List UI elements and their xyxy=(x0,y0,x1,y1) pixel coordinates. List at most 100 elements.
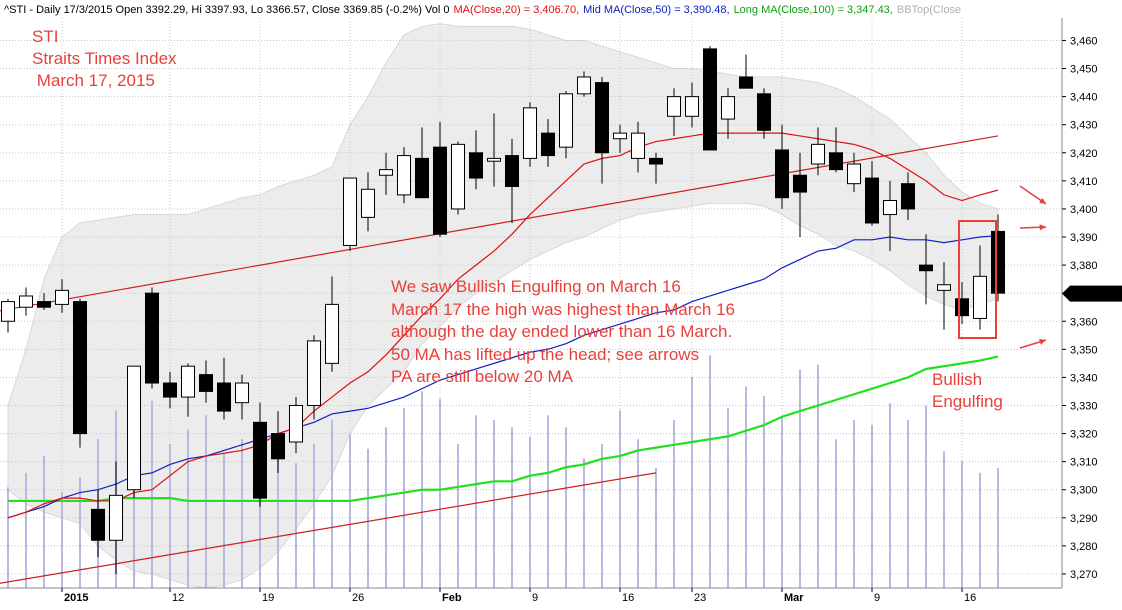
candle-down xyxy=(703,48,717,151)
y-tick-label: 3,390 xyxy=(1070,232,1098,244)
title-line-1: STI xyxy=(32,27,58,46)
x-tick-label: 9 xyxy=(874,592,880,604)
candle-down xyxy=(163,382,177,398)
candle-down xyxy=(955,298,969,317)
candle-up xyxy=(451,143,465,210)
candle-up xyxy=(325,303,339,364)
y-tick-label: 3,300 xyxy=(1070,485,1098,497)
y-tick-label: 3,440 xyxy=(1070,92,1098,104)
y-tick-label: 3,290 xyxy=(1070,513,1098,525)
annotation-marks xyxy=(958,185,1047,349)
y-tick-label: 3,460 xyxy=(1070,35,1098,47)
last-price-label: 3,369.85 xyxy=(1072,289,1115,301)
candle-up xyxy=(397,155,411,196)
chart-header: ^STI - Daily 17/3/2015 Open 3392.29, Hi … xyxy=(4,4,961,16)
candlesticks xyxy=(1,46,1005,574)
candle-down xyxy=(829,152,843,171)
candle-up xyxy=(577,76,591,95)
y-tick-label: 3,270 xyxy=(1070,569,1098,581)
candle-down xyxy=(91,508,105,541)
candle-up xyxy=(109,494,123,541)
trend-arrow-head xyxy=(1039,197,1046,204)
header-bb: BBTop(Close xyxy=(897,4,961,16)
ma100-line xyxy=(8,355,999,503)
trend-arrow-head xyxy=(1039,338,1046,345)
comment-line-2: March 17 the high was highest than March… xyxy=(391,300,735,319)
title-line-3: March 17, 2015 xyxy=(32,71,155,90)
y-tick-label: 3,420 xyxy=(1070,148,1098,160)
candle-up xyxy=(379,169,393,176)
candle-up xyxy=(685,96,699,117)
candle-down xyxy=(649,157,663,165)
candle-down xyxy=(145,292,159,384)
candle-up xyxy=(523,107,537,159)
y-tick-label: 3,280 xyxy=(1070,541,1098,553)
candle-down xyxy=(919,264,933,272)
candle-up xyxy=(631,132,645,159)
x-tick-label: 16 xyxy=(622,592,634,604)
candle-up xyxy=(811,143,825,165)
candle-up xyxy=(883,200,897,216)
candle-down xyxy=(73,301,87,435)
candle-up xyxy=(973,275,987,319)
trendline xyxy=(0,135,999,312)
candle-up xyxy=(847,163,861,185)
comment-line-4: 50 MA has lifted up the head; see arrows xyxy=(391,345,699,364)
candle-up xyxy=(667,96,681,117)
y-tick-label: 3,450 xyxy=(1070,64,1098,76)
candle-down xyxy=(469,152,483,179)
candle-up xyxy=(559,93,573,148)
comment-line-1: We saw Bullish Engulfing on March 16 xyxy=(391,277,681,296)
title-line-2: Straits Times Index xyxy=(32,49,177,68)
y-tick-label: 3,350 xyxy=(1070,344,1098,356)
candle-down xyxy=(775,149,789,199)
ma20-line xyxy=(7,132,999,519)
x-tick-label: 19 xyxy=(262,592,274,604)
trend-arrow-head xyxy=(1039,224,1046,231)
header-ma50: Mid MA(Close,50) = 3,390.48, xyxy=(583,4,729,16)
y-tick-label: 3,430 xyxy=(1070,120,1098,132)
candle-down xyxy=(505,155,519,187)
trendline xyxy=(0,472,657,584)
candle-down xyxy=(199,374,213,392)
y-tick-label: 3,340 xyxy=(1070,372,1098,384)
candle-down xyxy=(217,382,231,412)
candle-up xyxy=(361,188,375,218)
candle-up xyxy=(181,365,195,398)
y-tick-label: 3,320 xyxy=(1070,429,1098,441)
moving-averages xyxy=(7,132,999,519)
last-price-tag xyxy=(1062,285,1122,302)
header-ma100: Long MA(Close,100) = 3,347.43, xyxy=(734,4,893,16)
y-tick-label: 3,400 xyxy=(1070,204,1098,216)
header-symbol: ^STI xyxy=(4,4,26,16)
comment-line-5: PA are still below 20 MA xyxy=(391,367,574,386)
x-tick-label: 2015 xyxy=(64,592,88,604)
x-tick-label: 26 xyxy=(352,592,364,604)
candle-up xyxy=(55,289,69,305)
header-sep: - xyxy=(26,4,36,16)
candle-down xyxy=(793,174,807,193)
x-tick-label: 16 xyxy=(964,592,976,604)
candle-up xyxy=(487,157,501,162)
candle-down xyxy=(541,132,555,157)
header-info: Daily 17/3/2015 Open 3392.29, Hi 3397.93… xyxy=(36,4,449,16)
y-tick-label: 3,380 xyxy=(1070,260,1098,272)
y-tick-label: 3,310 xyxy=(1070,457,1098,469)
candle-down xyxy=(865,177,879,224)
candle-up xyxy=(721,96,735,120)
header-ma20: MA(Close,20) = 3,406.70, xyxy=(453,4,579,16)
trendlines xyxy=(0,135,999,584)
x-tick-label: 23 xyxy=(694,592,706,604)
candle-down xyxy=(739,76,753,89)
candle-down xyxy=(901,183,915,210)
candle-up xyxy=(613,132,627,140)
ma50-line xyxy=(7,235,999,519)
candle-down xyxy=(757,93,771,131)
engulfing-highlight-box xyxy=(958,220,997,339)
x-tick-label: Mar xyxy=(784,592,804,604)
candle-up xyxy=(289,404,303,443)
candle-down xyxy=(595,82,609,154)
y-tick-label: 3,360 xyxy=(1070,316,1098,328)
